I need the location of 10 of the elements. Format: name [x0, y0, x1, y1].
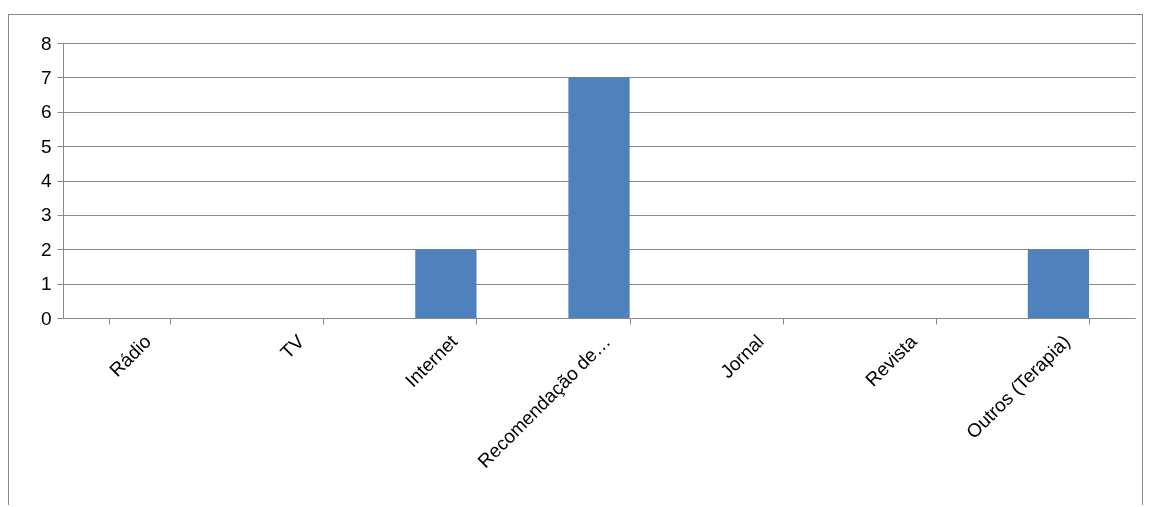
- y-tick-label: 6: [40, 101, 52, 123]
- y-tick-label: 8: [40, 32, 52, 54]
- y-tick-label: 7: [40, 66, 52, 88]
- y-tick-label: 2: [40, 238, 52, 260]
- y-tick-label: 1: [40, 273, 52, 295]
- x-tick-label: TV: [276, 330, 309, 363]
- y-tick-label: 0: [40, 307, 52, 329]
- y-tick-label: 5: [40, 135, 52, 157]
- y-tick-label: 3: [40, 204, 52, 226]
- y-tick-label: 4: [40, 170, 52, 191]
